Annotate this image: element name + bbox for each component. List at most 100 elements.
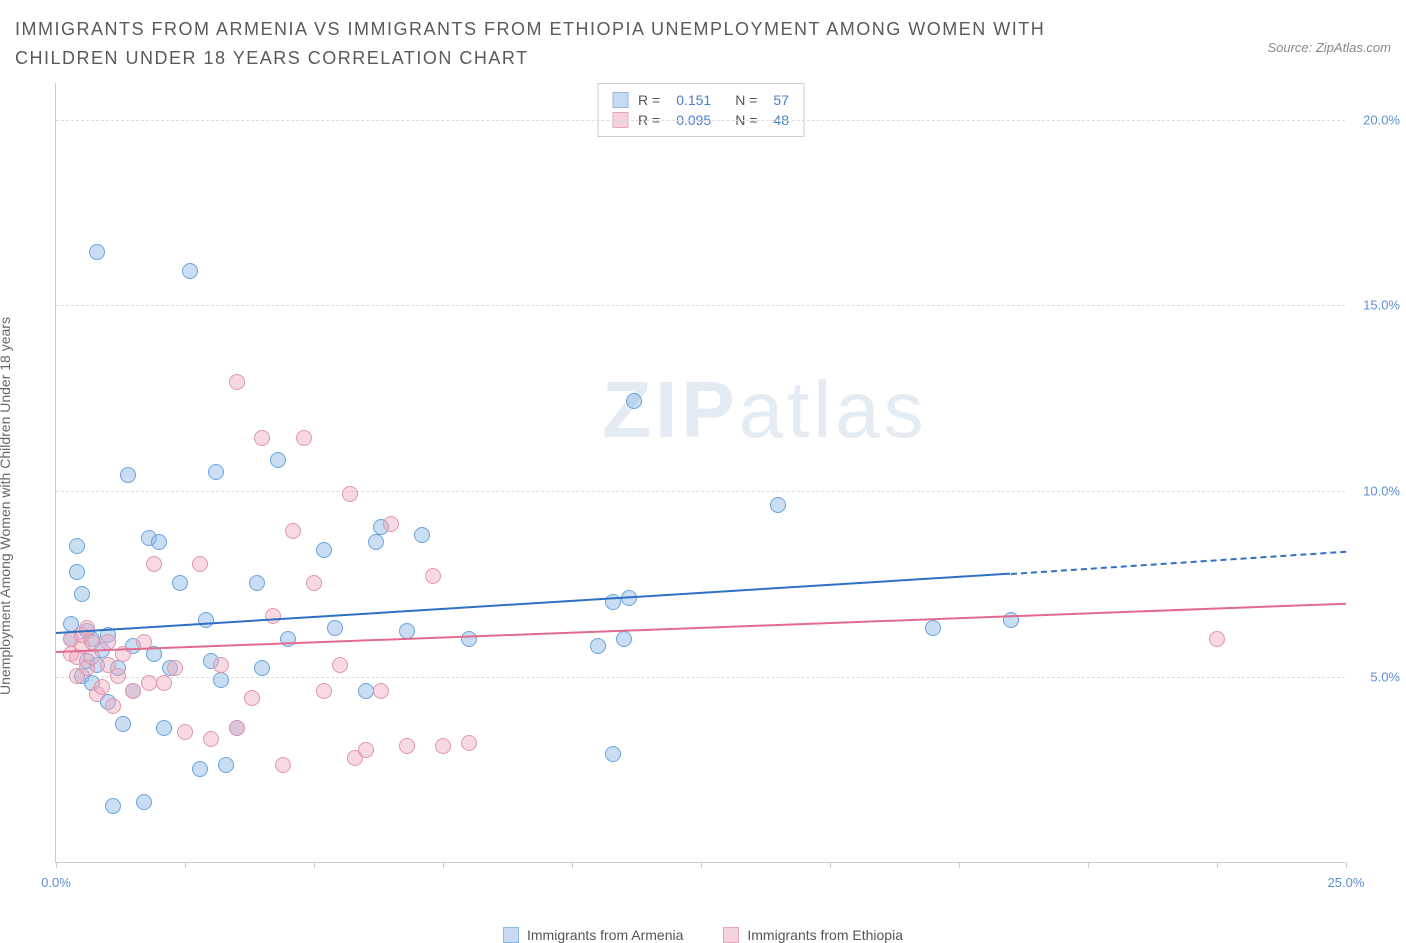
data-point-ethiopia bbox=[146, 556, 162, 572]
data-point-ethiopia bbox=[296, 430, 312, 446]
data-point-armenia bbox=[254, 660, 270, 676]
data-point-armenia bbox=[69, 564, 85, 580]
x-tick bbox=[830, 862, 831, 868]
trendline-extrapolation-armenia bbox=[1011, 551, 1347, 575]
swatch-armenia bbox=[503, 927, 519, 943]
data-point-armenia bbox=[358, 683, 374, 699]
data-point-ethiopia bbox=[94, 679, 110, 695]
data-point-ethiopia bbox=[461, 735, 477, 751]
stats-legend: R =0.151N =57R =0.095N =48 bbox=[597, 83, 804, 137]
x-tick bbox=[314, 862, 315, 868]
data-point-armenia bbox=[316, 542, 332, 558]
x-tick bbox=[572, 862, 573, 868]
data-point-ethiopia bbox=[125, 683, 141, 699]
legend-label: Immigrants from Armenia bbox=[527, 927, 683, 943]
data-point-ethiopia bbox=[254, 430, 270, 446]
data-point-armenia bbox=[69, 538, 85, 554]
data-point-ethiopia bbox=[383, 516, 399, 532]
stats-row-armenia: R =0.151N =57 bbox=[612, 90, 789, 110]
data-point-armenia bbox=[156, 720, 172, 736]
x-tick bbox=[185, 862, 186, 868]
legend-item-ethiopia: Immigrants from Ethiopia bbox=[723, 927, 903, 943]
data-point-armenia bbox=[198, 612, 214, 628]
swatch-ethiopia bbox=[723, 927, 739, 943]
data-point-ethiopia bbox=[306, 575, 322, 591]
data-point-armenia bbox=[368, 534, 384, 550]
legend-label: Immigrants from Ethiopia bbox=[747, 927, 903, 943]
x-tick bbox=[1088, 862, 1089, 868]
x-tick bbox=[701, 862, 702, 868]
data-point-ethiopia bbox=[244, 690, 260, 706]
data-point-armenia bbox=[626, 393, 642, 409]
y-tick-label: 15.0% bbox=[1363, 298, 1400, 313]
data-point-armenia bbox=[208, 464, 224, 480]
data-point-ethiopia bbox=[399, 738, 415, 754]
data-point-armenia bbox=[182, 263, 198, 279]
data-point-ethiopia bbox=[141, 675, 157, 691]
data-point-ethiopia bbox=[156, 675, 172, 691]
data-point-armenia bbox=[151, 534, 167, 550]
data-point-armenia bbox=[218, 757, 234, 773]
page-title: IMMIGRANTS FROM ARMENIA VS IMMIGRANTS FR… bbox=[15, 15, 1115, 73]
gridline bbox=[56, 677, 1345, 678]
data-point-armenia bbox=[605, 746, 621, 762]
y-tick-label: 20.0% bbox=[1363, 112, 1400, 127]
data-point-ethiopia bbox=[192, 556, 208, 572]
data-point-ethiopia bbox=[110, 668, 126, 684]
data-point-ethiopia bbox=[342, 486, 358, 502]
data-point-armenia bbox=[192, 761, 208, 777]
data-point-ethiopia bbox=[275, 757, 291, 773]
x-tick-label: 25.0% bbox=[1328, 875, 1365, 890]
series-legend: Immigrants from Armenia Immigrants from E… bbox=[503, 927, 903, 943]
data-point-armenia bbox=[461, 631, 477, 647]
data-point-armenia bbox=[590, 638, 606, 654]
data-point-armenia bbox=[172, 575, 188, 591]
data-point-ethiopia bbox=[229, 374, 245, 390]
data-point-ethiopia bbox=[425, 568, 441, 584]
swatch-armenia bbox=[612, 92, 628, 108]
plot-area: ZIPatlas R =0.151N =57R =0.095N =48 5.0%… bbox=[55, 83, 1345, 863]
data-point-armenia bbox=[105, 798, 121, 814]
x-tick bbox=[56, 862, 57, 868]
trendline-ethiopia bbox=[56, 603, 1346, 653]
gridline bbox=[56, 120, 1345, 121]
data-point-armenia bbox=[414, 527, 430, 543]
data-point-armenia bbox=[925, 620, 941, 636]
x-tick bbox=[1217, 862, 1218, 868]
data-point-ethiopia bbox=[358, 742, 374, 758]
gridline bbox=[56, 491, 1345, 492]
data-point-armenia bbox=[74, 586, 90, 602]
data-point-ethiopia bbox=[213, 657, 229, 673]
data-point-armenia bbox=[327, 620, 343, 636]
data-point-ethiopia bbox=[1209, 631, 1225, 647]
data-point-armenia bbox=[270, 452, 286, 468]
data-point-ethiopia bbox=[229, 720, 245, 736]
data-point-ethiopia bbox=[105, 698, 121, 714]
x-tick bbox=[1346, 862, 1347, 868]
watermark: ZIPatlas bbox=[602, 364, 927, 456]
data-point-armenia bbox=[249, 575, 265, 591]
x-tick bbox=[959, 862, 960, 868]
x-tick bbox=[443, 862, 444, 868]
data-point-ethiopia bbox=[435, 738, 451, 754]
correlation-chart: Unemployment Among Women with Children U… bbox=[15, 83, 1391, 913]
data-point-armenia bbox=[136, 794, 152, 810]
y-tick-label: 10.0% bbox=[1363, 484, 1400, 499]
header: IMMIGRANTS FROM ARMENIA VS IMMIGRANTS FR… bbox=[15, 15, 1391, 73]
trendline-armenia bbox=[56, 573, 1011, 634]
data-point-ethiopia bbox=[203, 731, 219, 747]
data-point-armenia bbox=[213, 672, 229, 688]
data-point-ethiopia bbox=[316, 683, 332, 699]
data-point-ethiopia bbox=[285, 523, 301, 539]
data-point-ethiopia bbox=[265, 608, 281, 624]
data-point-ethiopia bbox=[167, 660, 183, 676]
data-point-armenia bbox=[89, 244, 105, 260]
y-axis-label: Unemployment Among Women with Children U… bbox=[0, 317, 13, 695]
data-point-ethiopia bbox=[177, 724, 193, 740]
data-point-armenia bbox=[616, 631, 632, 647]
data-point-armenia bbox=[120, 467, 136, 483]
data-point-armenia bbox=[115, 716, 131, 732]
data-point-ethiopia bbox=[79, 620, 95, 636]
source-attribution: Source: ZipAtlas.com bbox=[1267, 40, 1391, 55]
data-point-ethiopia bbox=[84, 634, 100, 650]
